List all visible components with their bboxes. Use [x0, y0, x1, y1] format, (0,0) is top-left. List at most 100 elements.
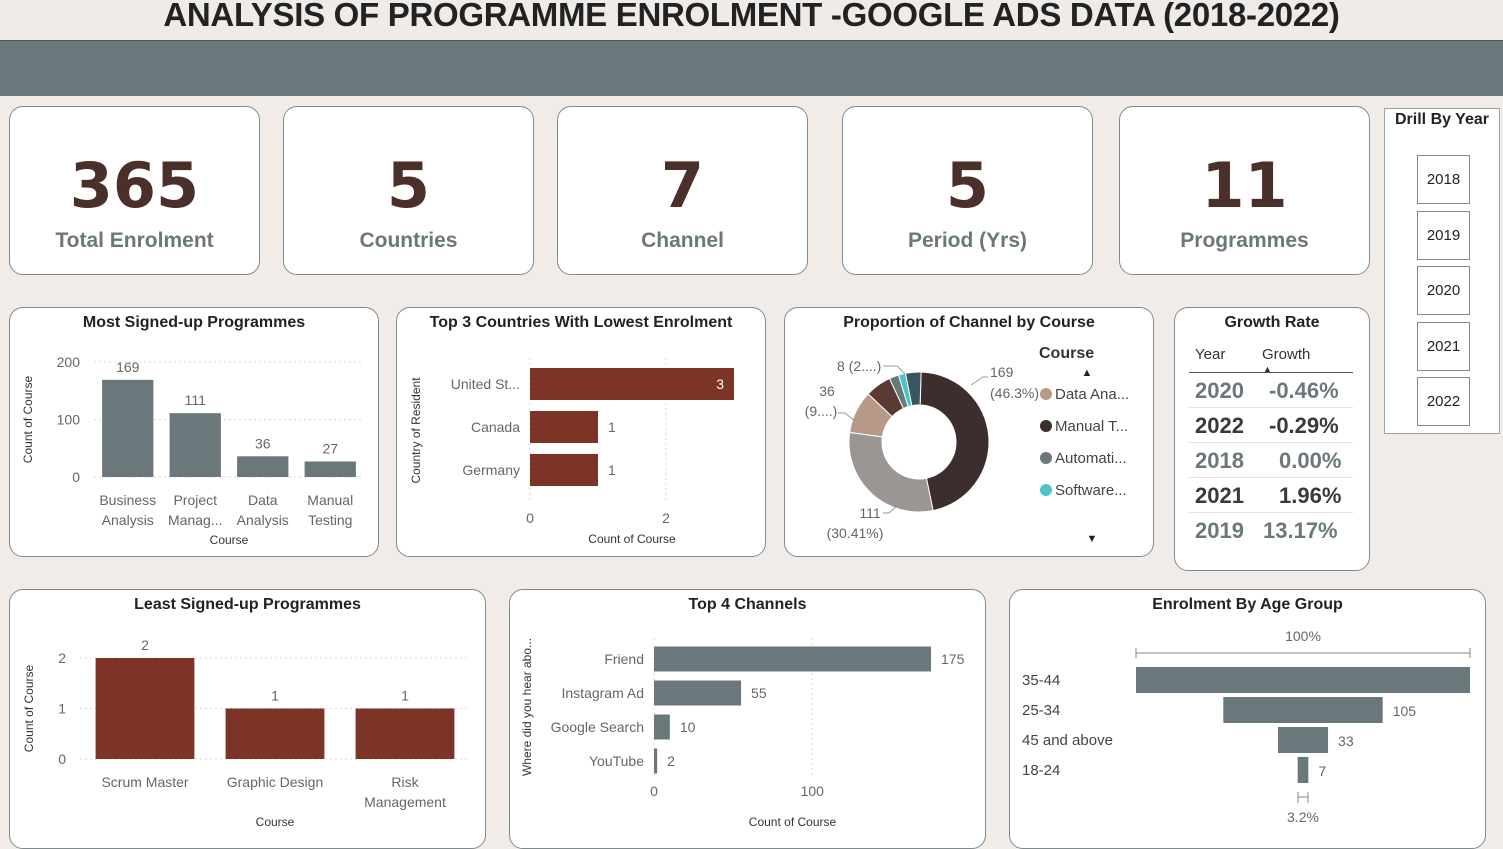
data-label: 169 — [990, 364, 1014, 380]
y-tick-label: Germany — [462, 462, 520, 478]
chart-title: Enrolment By Age Group — [1152, 596, 1343, 613]
growth-rate-card[interactable]: Growth Rate Year Growth ▲ 2020 -0.46% 20… — [1174, 307, 1370, 571]
most-signed-chart: 0 100 200 Count of Course 169 Business Analysi… — [21, 354, 364, 547]
kpi-label: Channel — [641, 229, 724, 252]
x-axis-title: Count of Course — [588, 532, 676, 546]
table-row: 2019 13.17% — [1189, 513, 1353, 547]
legend-item: Software... — [1055, 482, 1127, 499]
y-tick-label: 200 — [57, 354, 81, 370]
data-label: 2 — [141, 637, 149, 653]
bar — [225, 708, 325, 759]
data-label: 10 — [680, 719, 696, 735]
data-label: (30.41%) — [827, 525, 884, 541]
x-axis-title: Course — [210, 533, 249, 547]
row-growth: -0.29% — [1269, 413, 1339, 438]
y-tick-label: 1 — [58, 701, 66, 717]
x-axis-title: Course — [256, 815, 295, 829]
data-label: 2 — [667, 753, 675, 769]
leader-line — [838, 412, 856, 422]
growth-table: Year Growth ▲ 2020 -0.46% 2022 -0.29% 20… — [1189, 342, 1353, 547]
x-tick-label: Analysis — [102, 512, 154, 528]
data-label: 55 — [751, 685, 767, 701]
top-channels-card[interactable]: Top 4 Channels 0 100 Friend 175 Instagram Ad… — [509, 589, 986, 849]
y-axis-title: Country of Resident — [409, 377, 423, 484]
chart-title: Most Signed-up Programmes — [82, 314, 306, 331]
x-tick-label: Testing — [308, 512, 352, 528]
col-growth[interactable]: Growth — [1262, 346, 1311, 363]
most-signed-card[interactable]: Most Signed-up Programmes 0 100 200 Count o… — [9, 307, 379, 557]
age-group-chart: 100% 35-44 25-34 105 45 and above 33 18-24 7 3.2… — [1022, 628, 1471, 825]
least-signed-card[interactable]: Least Signed-up Programmes 0 1 2 Count of C… — [9, 589, 486, 849]
year-button-2019[interactable]: 2019 — [1417, 211, 1470, 260]
channel-proportion-card[interactable]: Proportion of Channel by Course 169 (46.3… — [784, 307, 1154, 557]
row-growth: -0.46% — [1269, 378, 1339, 403]
data-label: 105 — [1393, 703, 1417, 719]
legend-scroll-down-icon: ▼ — [1087, 533, 1098, 545]
chart-title: Top 4 Channels — [688, 596, 807, 613]
kpi-value: 7 — [660, 149, 705, 222]
bar — [304, 461, 356, 477]
x-tick-label: 100 — [801, 783, 825, 799]
kpi-label: Total Enrolment — [55, 229, 214, 252]
x-axis-title: Count of Course — [749, 815, 837, 829]
x-tick-label: 0 — [526, 510, 534, 526]
data-label: 36 — [819, 383, 835, 399]
kpi-value: 11 — [1201, 149, 1288, 222]
lowest-countries-card[interactable]: Top 3 Countries With Lowest Enrolment 0 2… — [396, 307, 766, 557]
y-tick-label: Google Search — [551, 719, 644, 735]
y-tick-label: Canada — [471, 419, 520, 435]
bar — [355, 708, 455, 759]
bar — [530, 454, 598, 486]
y-tick-label: 18-24 — [1022, 762, 1060, 779]
x-tick-label: Business — [99, 492, 156, 508]
bar — [237, 456, 289, 477]
year-button-2018[interactable]: 2018 — [1417, 155, 1470, 204]
y-axis-title: Count of Course — [21, 375, 35, 463]
row-growth: 13.17% — [1263, 518, 1338, 543]
y-tick-label: 0 — [72, 469, 80, 485]
y-tick-label: Friend — [604, 651, 644, 667]
year-button-2021[interactable]: 2021 — [1417, 322, 1470, 371]
data-label: 1 — [401, 688, 409, 704]
lowest-countries-chart: 0 2 United St... 3 Canada 1 Germany 1 Country of… — [409, 358, 734, 546]
donut-slice — [848, 431, 934, 513]
data-label: (9....) — [805, 403, 838, 419]
funnel-bar — [1136, 667, 1470, 693]
kpi-card-programmes[interactable]: 11 Programmes — [1119, 106, 1370, 275]
data-label: 1 — [271, 688, 279, 704]
legend-scroll-up-icon: ▲ — [1082, 367, 1093, 379]
chart-title: Least Signed-up Programmes — [134, 596, 361, 613]
drill-title: Drill By Year — [1395, 111, 1489, 128]
data-label: 111 — [185, 392, 206, 408]
age-group-card[interactable]: Enrolment By Age Group 100% 35-44 25-34 105… — [1009, 589, 1486, 849]
kpi-card-countries[interactable]: 5 Countries — [283, 106, 534, 275]
x-tick-label: Project — [173, 492, 217, 508]
legend-swatch — [1040, 388, 1052, 400]
x-tick-label: Manag... — [168, 512, 222, 528]
y-tick-label: 45 and above — [1022, 732, 1113, 749]
x-tick-label: Graphic Design — [227, 774, 324, 790]
donut-slice — [919, 371, 990, 512]
bar — [654, 680, 742, 706]
chart-title: Top 3 Countries With Lowest Enrolment — [429, 314, 733, 331]
y-tick-label: YouTube — [589, 753, 644, 769]
kpi-card-total-enrolment[interactable]: 365 Total Enrolment — [9, 106, 260, 275]
y-tick-label: 25-34 — [1022, 702, 1060, 719]
col-year[interactable]: Year — [1195, 346, 1226, 363]
year-button-2020[interactable]: 2020 — [1417, 266, 1470, 315]
row-year: 2022 — [1195, 413, 1244, 438]
leader-line — [970, 376, 988, 386]
bar — [169, 413, 221, 477]
data-label: 3 — [716, 376, 724, 392]
data-label: 27 — [322, 440, 338, 456]
y-tick-label: United St... — [451, 376, 520, 392]
bar — [654, 748, 658, 774]
kpi-card-period[interactable]: 5 Period (Yrs) — [842, 106, 1093, 275]
leader-line — [883, 505, 898, 514]
year-button-2022[interactable]: 2022 — [1417, 377, 1470, 426]
x-tick-label: Scrum Master — [101, 774, 188, 790]
kpi-card-channel[interactable]: 7 Channel — [557, 106, 808, 275]
growth-table-header: Year Growth ▲ — [1189, 342, 1353, 374]
table-row: 2022 -0.29% — [1189, 408, 1353, 443]
legend-item: Data Ana... — [1055, 386, 1129, 403]
